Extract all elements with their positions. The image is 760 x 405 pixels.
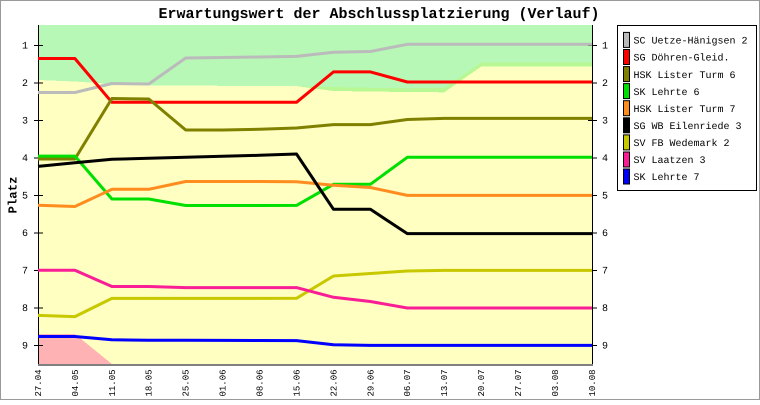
- svg-text:4: 4: [22, 154, 28, 165]
- svg-text:5: 5: [22, 192, 28, 203]
- svg-text:4: 4: [602, 154, 608, 165]
- svg-text:25.05: 25.05: [182, 369, 192, 396]
- svg-text:SK Lehrte 7: SK Lehrte 7: [634, 172, 700, 184]
- svg-text:27.07: 27.07: [514, 369, 524, 396]
- svg-text:SG WB Eilenriede 3: SG WB Eilenriede 3: [634, 121, 742, 133]
- svg-text:10.08: 10.08: [588, 369, 598, 396]
- svg-text:20.07: 20.07: [477, 369, 487, 396]
- svg-text:01.06: 01.06: [219, 369, 229, 396]
- svg-text:SC Uetze-Hänigsen 2: SC Uetze-Hänigsen 2: [634, 36, 748, 48]
- svg-text:18.05: 18.05: [145, 369, 155, 396]
- svg-text:3: 3: [602, 117, 608, 128]
- svg-text:03.08: 03.08: [551, 369, 561, 396]
- svg-text:8: 8: [602, 304, 608, 315]
- svg-text:SV FB Wedemark 2: SV FB Wedemark 2: [634, 138, 730, 150]
- svg-text:HSK Lister Turm 6: HSK Lister Turm 6: [634, 70, 736, 82]
- svg-text:8: 8: [22, 304, 28, 315]
- svg-text:27.04: 27.04: [34, 369, 44, 396]
- svg-text:2: 2: [22, 79, 28, 90]
- svg-text:04.05: 04.05: [71, 369, 81, 396]
- svg-text:1: 1: [602, 42, 608, 53]
- svg-text:SK Lehrte 6: SK Lehrte 6: [634, 87, 700, 99]
- svg-text:Platz: Platz: [7, 177, 21, 214]
- svg-text:1: 1: [22, 42, 28, 53]
- svg-text:9: 9: [22, 342, 28, 353]
- svg-text:6: 6: [602, 229, 608, 240]
- svg-text:7: 7: [22, 267, 28, 278]
- svg-text:SV Laatzen 3: SV Laatzen 3: [634, 156, 706, 167]
- svg-text:Erwartungswert der Abschlusspl: Erwartungswert der Abschlussplatzierung …: [158, 6, 599, 23]
- svg-text:08.06: 08.06: [256, 369, 266, 396]
- svg-text:9: 9: [602, 342, 608, 353]
- svg-text:5: 5: [602, 192, 608, 203]
- svg-text:HSK Lister Turm 7: HSK Lister Turm 7: [634, 104, 736, 116]
- svg-text:3: 3: [22, 117, 28, 128]
- svg-text:SG Döhren-Gleid.: SG Döhren-Gleid.: [634, 53, 730, 65]
- svg-text:7: 7: [602, 267, 608, 278]
- svg-text:13.07: 13.07: [440, 369, 450, 396]
- svg-text:15.06: 15.06: [292, 369, 302, 396]
- svg-text:11.05: 11.05: [108, 369, 118, 396]
- svg-text:2: 2: [602, 79, 608, 90]
- svg-text:22.06: 22.06: [329, 369, 339, 396]
- svg-text:29.06: 29.06: [366, 369, 376, 396]
- svg-text:6: 6: [22, 229, 28, 240]
- svg-text:06.07: 06.07: [403, 369, 413, 396]
